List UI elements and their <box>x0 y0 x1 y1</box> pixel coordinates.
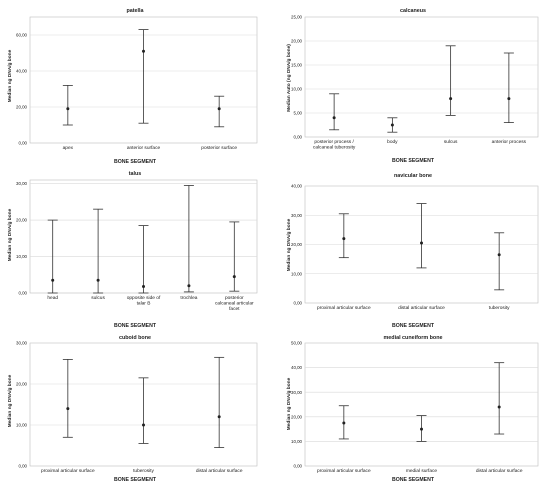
x-tick-label: apex <box>63 146 74 151</box>
x-axis-title: BONE SEGMENT <box>392 477 435 483</box>
y-tick-label: 10,00 <box>16 423 28 428</box>
median-point <box>449 97 453 101</box>
chart-panel-4: 0,00 10,00 20,00 30,00 cuboid bone Median ng … <box>7 335 258 483</box>
x-tick-label: tuberosity <box>489 305 510 311</box>
y-tick-label: 0,00 <box>293 464 302 469</box>
chart-panel-5: 0,00 10,00 20,00 30,00 40,00 50,00 medial cune… <box>286 335 539 483</box>
median-point <box>390 123 394 127</box>
median-point <box>142 423 145 427</box>
y-tick-label: 30,00 <box>291 213 303 218</box>
x-tick-label: posterior surface <box>201 145 237 151</box>
median-point <box>187 284 191 288</box>
median-point <box>507 97 511 101</box>
x-tick-label: anterior process <box>492 139 527 145</box>
median-point <box>66 407 70 411</box>
y-tick-label: 0,00 <box>18 141 27 146</box>
y-axis-title: Median ng DNA/g bone <box>7 49 13 102</box>
chart-title: talus <box>129 171 142 177</box>
x-tick-label: proximal articular surface <box>317 305 371 311</box>
y-tick-label: 20,00 <box>16 218 28 223</box>
y-tick-label: 20,00 <box>16 105 28 110</box>
chart-title: patella <box>126 8 144 14</box>
x-tick-label: body <box>387 139 398 145</box>
y-tick-label: 30,00 <box>16 181 28 186</box>
y-tick-label: 5,00 <box>293 111 302 116</box>
x-axis-title: BONE SEGMENT <box>114 159 157 165</box>
median-point <box>342 421 346 425</box>
median-point <box>232 275 236 279</box>
median-point <box>217 415 221 419</box>
y-tick-label: 20,00 <box>291 39 303 44</box>
x-tick-label: sulcus <box>444 139 458 145</box>
x-tick-label: tuberosity <box>133 468 154 474</box>
median-point <box>497 405 501 409</box>
y-axis-title: Median ng DNA/g bone <box>7 374 13 427</box>
x-tick-label: proximal articular surface <box>41 468 95 474</box>
y-tick-label: 10,00 <box>291 87 303 92</box>
y-tick-label: 60,00 <box>16 33 28 38</box>
y-tick-label: 50,00 <box>291 341 303 346</box>
x-tick-label: distal articular surface <box>196 468 243 474</box>
median-point <box>142 284 145 288</box>
y-tick-label: 40,00 <box>16 69 28 74</box>
y-axis-title: Median ng DNA/g bone <box>7 208 13 261</box>
x-tick-label: opposite side of talar B <box>127 295 161 306</box>
median-point <box>96 278 100 282</box>
y-tick-label: 40,00 <box>291 184 303 189</box>
chart-panel-2: 0,00 10,00 20,00 30,00 talus Median ng DNA/g … <box>7 171 258 329</box>
y-tick-label: 30,00 <box>16 341 28 346</box>
y-tick-label: 30,00 <box>291 390 303 395</box>
x-tick-label: posterior calcaneal articular facet <box>215 295 254 312</box>
chart-panel-0: 0,00 20,00 40,00 60,00 patella Median ng DNA/… <box>7 8 258 165</box>
x-axis-title: BONE SEGMENT <box>392 158 435 164</box>
plot-frame <box>304 342 539 467</box>
x-axis-title: BONE SEGMENT <box>392 323 435 329</box>
median-point <box>217 107 221 111</box>
y-tick-label: 40,00 <box>291 365 303 370</box>
y-tick-label: 10,00 <box>16 254 28 259</box>
plot-frame <box>29 16 258 144</box>
y-tick-label: 10,00 <box>291 271 303 276</box>
y-tick-label: 20,00 <box>291 242 303 247</box>
chart-title: medial cuneiform bone <box>383 335 442 341</box>
median-point <box>142 49 145 53</box>
median-point <box>66 107 70 111</box>
x-tick-label: anterior surface <box>127 145 161 151</box>
y-tick-label: 20,00 <box>291 414 303 419</box>
x-tick-label: head <box>47 295 58 301</box>
y-tick-label: 0,00 <box>293 301 302 306</box>
chart-title: navicular bone <box>394 173 432 179</box>
x-tick-label: trochlea <box>180 295 197 301</box>
x-tick-label: sulcus <box>91 295 105 301</box>
y-axis-title: Median Auto (ng DNA/g bone) <box>286 44 292 112</box>
median-point <box>342 237 346 241</box>
y-tick-label: 0,00 <box>18 464 27 469</box>
y-tick-label: 20,00 <box>16 382 28 387</box>
median-point <box>332 116 336 120</box>
y-tick-label: 25,00 <box>291 15 303 20</box>
chart-title: calcaneus <box>400 8 426 14</box>
median-point <box>420 427 423 431</box>
median-point <box>420 241 423 245</box>
y-tick-label: 0,00 <box>18 291 27 296</box>
y-axis-title: Median ng DNA/g bone <box>286 377 292 430</box>
x-axis-title: BONE SEGMENT <box>114 323 157 329</box>
plot-frame <box>304 16 539 138</box>
chart-title: cuboid bone <box>119 335 151 341</box>
x-tick-label: posterior process / calcaneal tuberosity <box>313 139 356 150</box>
y-tick-label: 10,00 <box>291 439 303 444</box>
chart-panel-1: 0,00 5,00 10,00 15,00 20,00 25,00 calcaneus Med… <box>286 8 539 164</box>
chart-panel-3: 0,00 10,00 20,00 30,00 40,00 navicular bone Me… <box>286 173 539 329</box>
x-axis-title: BONE SEGMENT <box>114 477 157 483</box>
median-point <box>51 278 55 282</box>
y-tick-label: 15,00 <box>291 63 303 68</box>
median-point <box>497 253 501 257</box>
y-tick-label: 0,00 <box>293 135 302 140</box>
x-tick-label: distal articular surface <box>398 305 445 311</box>
x-tick-label: distal articular surface <box>476 468 523 474</box>
y-axis-title: Median ng DNA/g bone <box>286 218 292 271</box>
x-tick-label: proximal articular surface <box>317 468 371 474</box>
x-tick-label: medial surface <box>406 468 438 474</box>
